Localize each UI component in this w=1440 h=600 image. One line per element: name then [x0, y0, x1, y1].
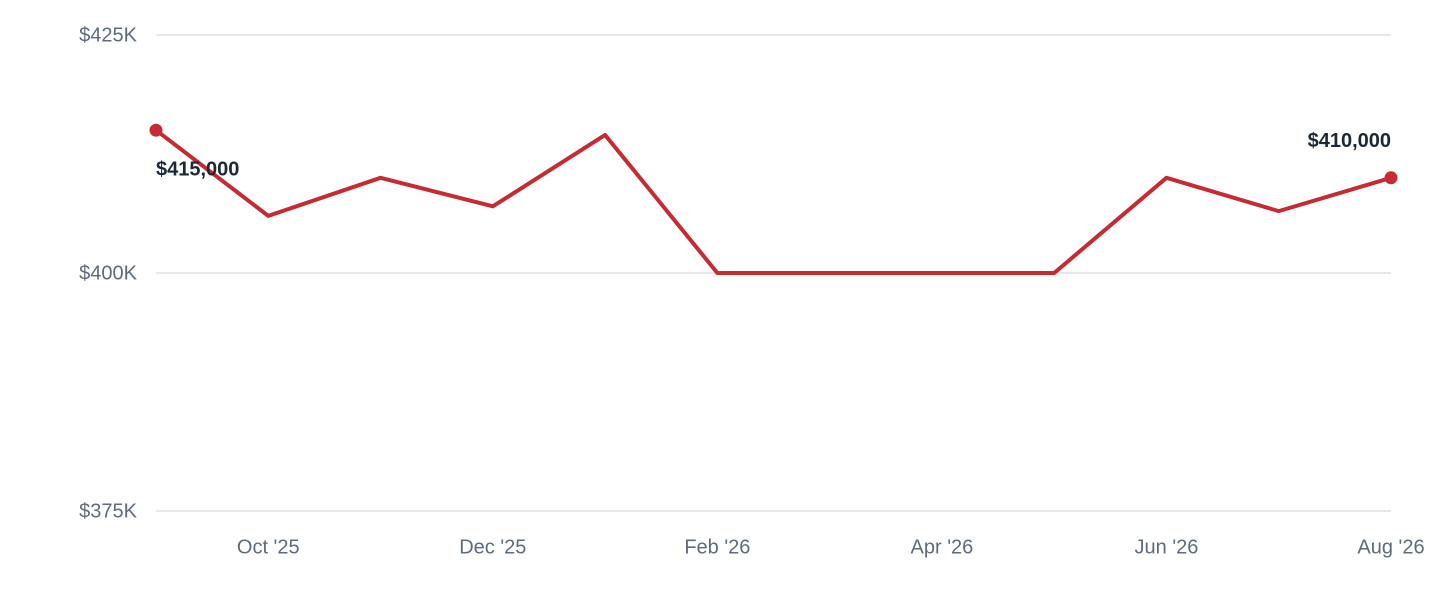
x-tick-label: Apr '26: [911, 536, 974, 558]
data-point: [149, 123, 163, 137]
x-tick-label: Feb '26: [684, 536, 750, 558]
y-tick-label: $400K: [79, 262, 137, 284]
x-tick-label: Dec '25: [459, 536, 526, 558]
data-line: [154, 128, 1392, 275]
x-tick-label: Aug '26: [1357, 536, 1424, 558]
data-point: [1384, 171, 1398, 185]
x-tick-label: Oct '25: [237, 536, 300, 558]
x-tick-label: Jun '26: [1135, 536, 1199, 558]
data-label: $410,000: [1308, 130, 1391, 152]
y-tick-label: $425K: [79, 24, 137, 46]
data-label: $415,000: [156, 158, 239, 180]
y-tick-label: $375K: [79, 500, 137, 522]
